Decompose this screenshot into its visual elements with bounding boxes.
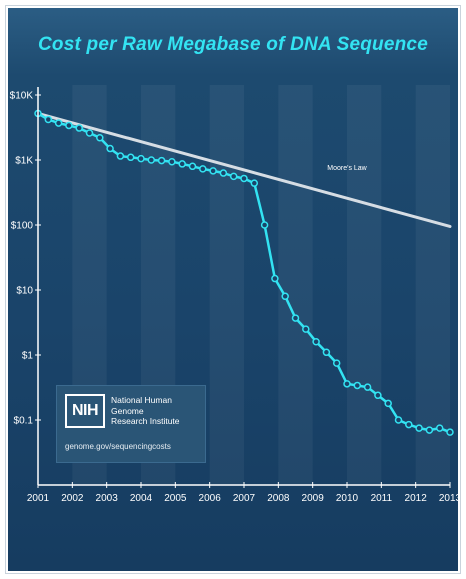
institute-name-line2: Research Institute (111, 416, 180, 426)
cost-point (363, 383, 372, 391)
cost-point (178, 160, 186, 168)
cost-point (322, 348, 331, 357)
cost-point (147, 156, 156, 164)
y-tick-label: $0.1 (14, 416, 34, 427)
cost-series (34, 109, 454, 436)
x-tick-label: 2011 (371, 493, 393, 504)
cost-point (384, 399, 392, 408)
cost-point (446, 428, 454, 436)
institute-name-line1: National Human Genome (111, 395, 172, 416)
x-tick-label: 2008 (267, 493, 290, 504)
cost-point (65, 121, 73, 130)
grid-stripe (415, 85, 450, 485)
cost-point (374, 391, 382, 400)
chart-slide: $10K $1K $100 $10 $1 $0.1 2001 2002 2003 2004 200… (8, 8, 458, 571)
x-tick-label: 2003 (96, 493, 119, 504)
y-tick-label: $10K (10, 91, 34, 102)
y-tick-label: $1K (15, 156, 33, 167)
grid-stripe (209, 85, 244, 485)
image-frame (5, 5, 461, 574)
source-url: genome.gov/sequencingcosts (65, 442, 171, 451)
cost-point (250, 179, 259, 187)
grid-stripe (278, 85, 313, 485)
x-tick-label: 2010 (336, 493, 359, 504)
cost-point (168, 157, 176, 166)
x-tick-label: 2007 (233, 493, 256, 504)
moores-law-series (36, 111, 452, 228)
cost-point (75, 124, 83, 132)
x-tick-label: 2006 (199, 493, 222, 504)
cost-point (425, 426, 434, 434)
cost-point (435, 424, 444, 432)
x-tick-label: 2013 (439, 493, 458, 504)
x-tick-label: 2012 (405, 493, 428, 504)
cost-point (405, 420, 413, 429)
y-tick-label: $10 (16, 286, 33, 297)
cost-point (302, 325, 310, 333)
cost-point (332, 359, 341, 367)
cost-point (116, 152, 125, 160)
cost-point (260, 221, 269, 229)
moores-law-line (36, 111, 452, 228)
cost-point (394, 416, 403, 424)
cost-point (415, 424, 423, 432)
nih-logo-box: NIH National Human Genome Research Insti… (56, 385, 206, 463)
x-axis: 2001 2002 2003 2004 2005 2006 2007 2008 2009 2010… (27, 482, 458, 504)
cost-point (209, 167, 217, 175)
chart-title: Cost per Raw Megabase of DNA Sequence (38, 34, 428, 55)
cost-point (137, 154, 145, 163)
x-tick-label: 2009 (302, 493, 325, 504)
cost-point (271, 274, 279, 283)
y-axis: $10K $1K $100 $10 $1 $0.1 (10, 87, 41, 485)
cost-chart: $10K$1K$100$10$1$0.1 2001 2002 2003 2004 200… (10, 85, 458, 504)
moores-law-label: Moore's Law (327, 165, 367, 172)
cost-point (229, 172, 238, 181)
cost-point (219, 169, 228, 177)
cost-point (281, 292, 289, 301)
cost-point (85, 129, 94, 137)
cost-point (353, 381, 362, 390)
y-tick-label: $100 (11, 221, 34, 232)
cost-point (312, 337, 320, 346)
institute-name: National Human Genome Research Institute (111, 395, 203, 427)
cost-point (343, 380, 351, 388)
cost-point (240, 174, 248, 183)
annotations: Moore's Law (327, 165, 367, 172)
x-tick-label: 2001 (27, 493, 50, 504)
cost-point (106, 144, 114, 153)
cost-point (188, 162, 197, 171)
cost-point (126, 153, 135, 162)
cost-point (44, 115, 53, 124)
cost-point (157, 156, 166, 165)
x-tick-label: 2002 (61, 493, 84, 504)
x-tick-label: 2004 (130, 493, 153, 504)
cost-point (54, 119, 63, 127)
nih-logo-mark: NIH (65, 394, 105, 428)
cost-point (199, 165, 207, 173)
x-tick-label: 2005 (164, 493, 187, 504)
cost-point (96, 133, 104, 142)
y-tick-label: $1 (22, 351, 34, 362)
cost-point (291, 314, 300, 322)
grid-stripe (347, 85, 382, 485)
